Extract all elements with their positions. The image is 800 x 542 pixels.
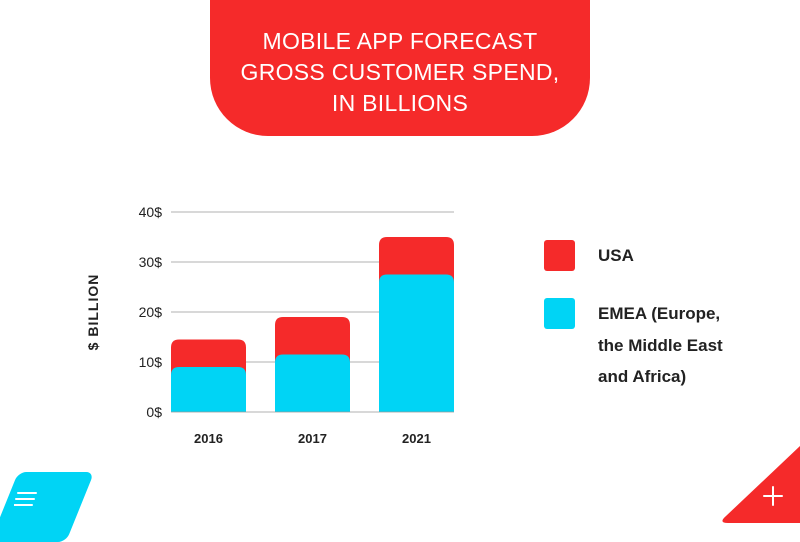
legend-label-usa: USA bbox=[598, 246, 634, 265]
legend-label-emea: EMEA (Europe, the Middle East and Africa… bbox=[598, 298, 758, 393]
legend-swatch-usa bbox=[544, 240, 575, 271]
bar-emea-2021 bbox=[379, 274, 454, 412]
y-tick-label: 40$ bbox=[139, 204, 163, 220]
chart-title: MOBILE APP FORECAST GROSS CUSTOMER SPEND… bbox=[210, 26, 590, 119]
title-line-1: MOBILE APP FORECAST bbox=[262, 28, 538, 54]
menu-button[interactable] bbox=[0, 472, 95, 542]
y-tick-label: 0$ bbox=[146, 404, 162, 420]
add-button[interactable] bbox=[722, 446, 800, 523]
bar-usa-2017 bbox=[275, 317, 350, 363]
legend-label-emea-line-1: EMEA (Europe, bbox=[598, 304, 721, 323]
stacked-bar-chart: 0$ 10$ 20$ 30$ 40$ 2016 2017 2021 bbox=[139, 204, 454, 446]
bar-emea-2017 bbox=[275, 354, 350, 412]
title-line-2: GROSS CUSTOMER SPEND, bbox=[240, 59, 560, 85]
legend-label-emea-line-2: the Middle East bbox=[598, 335, 723, 355]
y-tick-label: 30$ bbox=[139, 254, 163, 270]
legend-swatch-emea bbox=[544, 298, 575, 329]
y-tick-label: 20$ bbox=[139, 304, 163, 320]
bar-usa-2016 bbox=[171, 339, 246, 375]
title-line-3: IN BILLIONS bbox=[331, 90, 469, 116]
title-banner: MOBILE APP FORECAST GROSS CUSTOMER SPEND… bbox=[210, 0, 590, 136]
bar-usa-2021 bbox=[379, 237, 454, 283]
x-tick-label: 2021 bbox=[402, 431, 431, 446]
bar-emea-2016 bbox=[171, 367, 246, 412]
plus-icon[interactable] bbox=[762, 485, 784, 507]
menu-icon[interactable] bbox=[14, 491, 38, 507]
legend-label-emea-line-3: and Africa) bbox=[598, 367, 687, 386]
x-tick-label: 2017 bbox=[298, 431, 327, 446]
x-tick-label: 2016 bbox=[194, 431, 223, 446]
y-tick-label: 10$ bbox=[139, 354, 163, 370]
